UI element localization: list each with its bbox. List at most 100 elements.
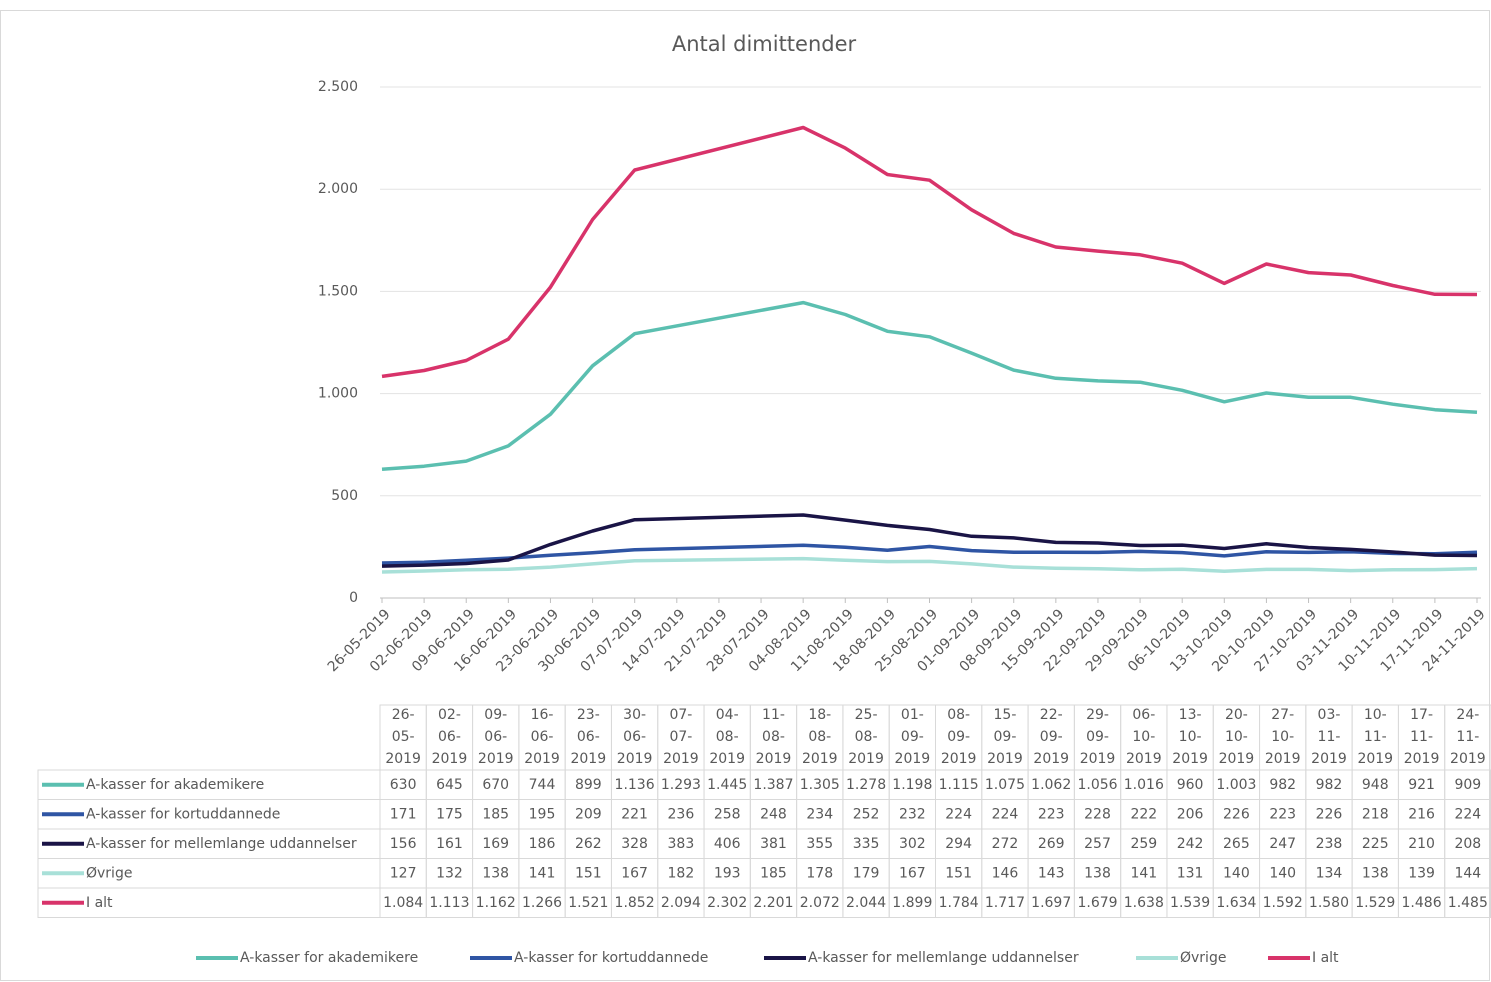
table-value: 218 (1362, 806, 1389, 822)
table-value: 2.201 (753, 895, 793, 911)
table-row-label: A-kasser for akademikere (86, 777, 264, 793)
table-value: 144 (1454, 865, 1481, 881)
table-value: 406 (714, 836, 741, 852)
table-header: 04-08-2019 (709, 707, 745, 767)
legend-item: I alt (1268, 950, 1339, 966)
table-value: 169 (482, 836, 509, 852)
table-value: 259 (1130, 836, 1157, 852)
legend-label: A-kasser for kortuddannede (514, 950, 708, 966)
table-value: 1.387 (753, 777, 793, 793)
table-value: 381 (760, 836, 787, 852)
y-tick-label: 1.500 (318, 283, 358, 299)
table-header: 07-07-2019 (663, 707, 699, 767)
table-value: 185 (482, 806, 509, 822)
table-header: 30-06-2019 (617, 707, 653, 767)
table-value: 1.521 (568, 895, 608, 911)
table-value: 206 (1177, 806, 1204, 822)
table-value: 186 (529, 836, 556, 852)
table-value: 208 (1454, 836, 1481, 852)
series-line (381, 125, 1478, 379)
table-value: 132 (436, 865, 463, 881)
table-value: 921 (1408, 777, 1435, 793)
table-value: 909 (1454, 777, 1481, 793)
y-tick-label: 1.000 (318, 386, 358, 402)
table-value: 232 (899, 806, 926, 822)
table-value: 1.638 (1124, 895, 1164, 911)
table-value: 141 (1130, 865, 1157, 881)
table-header: 06-10-2019 (1126, 707, 1162, 767)
table-value: 216 (1408, 806, 1435, 822)
table-value: 265 (1223, 836, 1250, 852)
table-value: 1.056 (1077, 777, 1117, 793)
table-header: 17-11-2019 (1404, 707, 1440, 767)
table-header: 02-06-2019 (432, 707, 468, 767)
table-value: 645 (436, 777, 463, 793)
table-value: 1.278 (846, 777, 886, 793)
table-value: 355 (806, 836, 833, 852)
table-value: 221 (621, 806, 648, 822)
table-value: 1.266 (522, 895, 562, 911)
table-header: 08-09-2019 (941, 707, 977, 767)
table-value: 948 (1362, 777, 1389, 793)
table-value: 171 (390, 806, 417, 822)
table-value: 1.485 (1448, 895, 1488, 911)
legend-label: Øvrige (1180, 950, 1226, 966)
table-value: 131 (1177, 865, 1204, 881)
table-value: 210 (1408, 836, 1435, 852)
table-value: 1.697 (1031, 895, 1071, 911)
table-value: 1.003 (1216, 777, 1256, 793)
table-header: 24-11-2019 (1450, 707, 1486, 767)
table-value: 899 (575, 777, 602, 793)
table-value: 269 (1038, 836, 1065, 852)
table-value: 2.072 (800, 895, 840, 911)
table-value: 2.302 (707, 895, 747, 911)
table-value: 134 (1316, 865, 1343, 881)
table-value: 383 (668, 836, 695, 852)
table-value: 328 (621, 836, 648, 852)
table-value: 248 (760, 806, 787, 822)
table-value: 139 (1408, 865, 1435, 881)
table-row-label: I alt (86, 895, 113, 911)
legend-item: A-kasser for mellemlange uddannelser (764, 950, 1079, 966)
table-value: 982 (1269, 777, 1296, 793)
table-value: 140 (1223, 865, 1250, 881)
table-value: 1.084 (383, 895, 423, 911)
table-value: 236 (668, 806, 695, 822)
table-value: 146 (992, 865, 1019, 881)
table-value: 1.679 (1077, 895, 1117, 911)
table-header: 13-10-2019 (1172, 707, 1208, 767)
table-value: 224 (992, 806, 1019, 822)
table-value: 179 (853, 865, 880, 881)
table-value: 127 (390, 865, 417, 881)
table-value: 258 (714, 806, 741, 822)
table-value: 1.784 (939, 895, 979, 911)
table-value: 225 (1362, 836, 1389, 852)
table-value: 1.580 (1309, 895, 1349, 911)
table-value: 982 (1316, 777, 1343, 793)
table-header: 26-05-2019 (385, 707, 421, 767)
table-value: 302 (899, 836, 926, 852)
table-value: 223 (1038, 806, 1065, 822)
table-value: 744 (529, 777, 556, 793)
y-tick-label: 2.000 (318, 181, 358, 197)
table-value: 226 (1316, 806, 1343, 822)
table-value: 141 (529, 865, 556, 881)
series-line (381, 300, 1478, 471)
table-header: 29-09-2019 (1080, 707, 1116, 767)
table-header: 01-09-2019 (895, 707, 931, 767)
table-value: 193 (714, 865, 741, 881)
table-value: 178 (806, 865, 833, 881)
legend-label: A-kasser for mellemlange uddannelser (808, 950, 1079, 966)
table-value: 1.293 (661, 777, 701, 793)
table-value: 1.634 (1216, 895, 1256, 911)
table-value: 228 (1084, 806, 1111, 822)
table-value: 1.899 (892, 895, 932, 911)
table-value: 262 (575, 836, 602, 852)
table-value: 209 (575, 806, 602, 822)
table-value: 2.044 (846, 895, 886, 911)
table-value: 226 (1223, 806, 1250, 822)
series-line (381, 543, 1478, 565)
chart-border (0, 10, 1490, 981)
table-value: 223 (1269, 806, 1296, 822)
